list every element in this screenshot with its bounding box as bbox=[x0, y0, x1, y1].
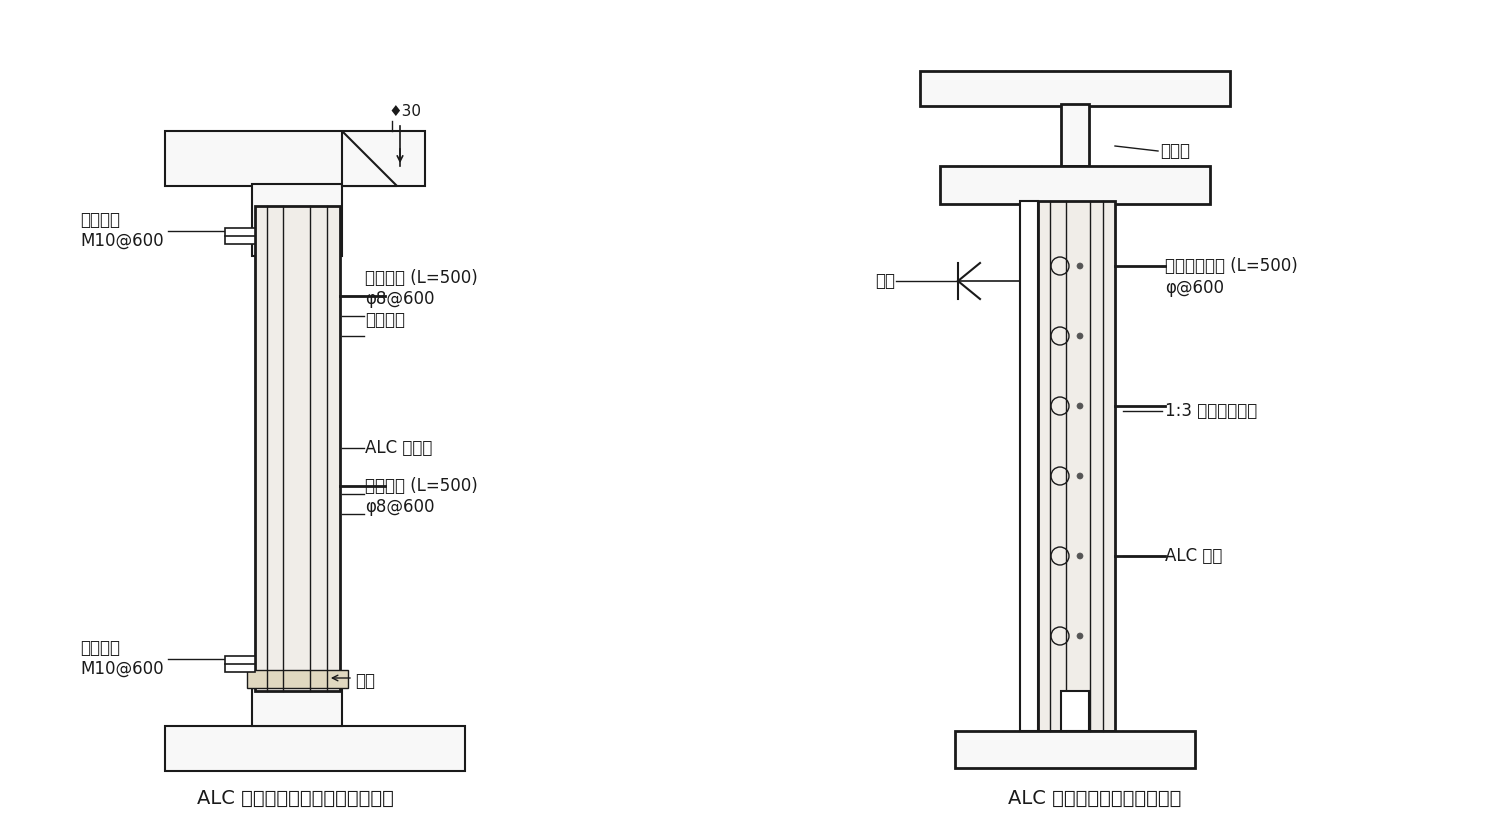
Text: φ8@600: φ8@600 bbox=[364, 498, 435, 516]
Text: φ@600: φ@600 bbox=[1166, 279, 1224, 297]
Text: φ8@600: φ8@600 bbox=[364, 290, 435, 308]
Bar bbox=[252, 688, 342, 726]
Bar bbox=[225, 228, 255, 244]
Circle shape bbox=[1077, 553, 1083, 559]
Circle shape bbox=[1077, 473, 1083, 479]
Bar bbox=[920, 71, 1230, 106]
Bar bbox=[248, 670, 348, 688]
Bar bbox=[1060, 104, 1089, 166]
Polygon shape bbox=[342, 131, 398, 186]
Bar bbox=[1060, 691, 1089, 731]
Text: ALC 板与钢构件面连接示意图: ALC 板与钢构件面连接示意图 bbox=[1008, 789, 1182, 808]
Bar bbox=[165, 131, 424, 186]
Text: 专用接缝钢筋 (L=500): 专用接缝钢筋 (L=500) bbox=[1166, 257, 1298, 275]
Circle shape bbox=[1077, 333, 1083, 339]
Text: ALC 隔墙板: ALC 隔墙板 bbox=[364, 439, 432, 457]
Text: 砂浆: 砂浆 bbox=[356, 672, 375, 690]
Text: 膨胀螺栓: 膨胀螺栓 bbox=[80, 211, 120, 229]
Text: 接缝钢筋 (L=500): 接缝钢筋 (L=500) bbox=[364, 477, 477, 495]
Bar bbox=[1038, 201, 1114, 731]
Text: 接缝钢筋 (L=500): 接缝钢筋 (L=500) bbox=[364, 269, 477, 287]
Bar bbox=[255, 206, 340, 691]
Text: ALC 板与混凝土结构面连接示意图: ALC 板与混凝土结构面连接示意图 bbox=[196, 789, 393, 808]
Bar bbox=[225, 656, 255, 672]
Text: M10@600: M10@600 bbox=[80, 232, 164, 250]
Circle shape bbox=[1077, 633, 1083, 639]
Bar bbox=[252, 184, 342, 256]
Bar bbox=[1020, 201, 1038, 731]
Text: M10@600: M10@600 bbox=[80, 660, 164, 678]
Circle shape bbox=[1077, 263, 1083, 269]
Text: ♦30: ♦30 bbox=[388, 103, 422, 118]
Text: ALC 板墙: ALC 板墙 bbox=[1166, 547, 1222, 565]
Text: 焊缝: 焊缝 bbox=[874, 272, 896, 290]
Bar bbox=[956, 731, 1196, 768]
Bar bbox=[165, 726, 465, 771]
Text: 钢构件: 钢构件 bbox=[1160, 142, 1190, 160]
Text: 1:3 水泥砂浆灌缝: 1:3 水泥砂浆灌缝 bbox=[1166, 402, 1257, 420]
Text: 砂浆灌缝: 砂浆灌缝 bbox=[364, 311, 405, 329]
Circle shape bbox=[1077, 403, 1083, 409]
Text: 膨胀螺栓: 膨胀螺栓 bbox=[80, 639, 120, 657]
Bar bbox=[940, 166, 1210, 204]
